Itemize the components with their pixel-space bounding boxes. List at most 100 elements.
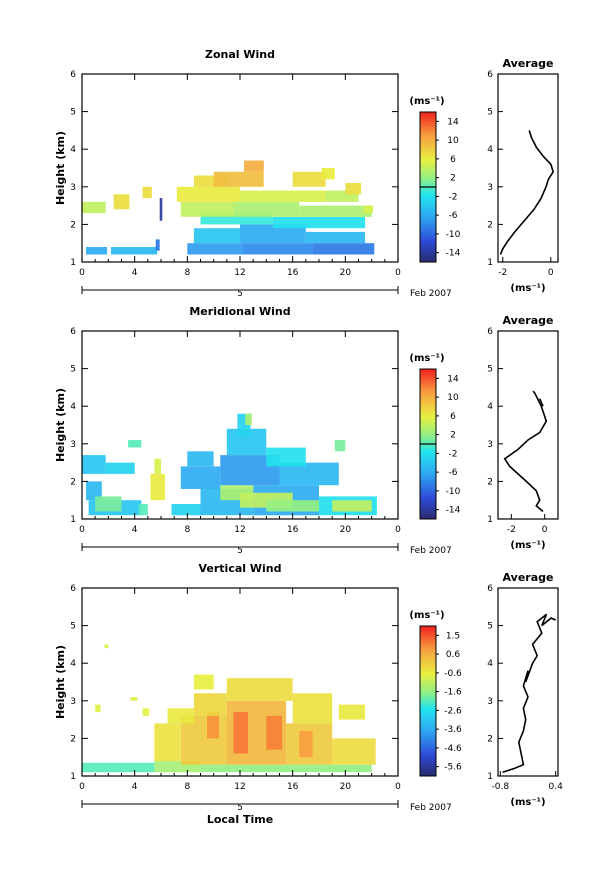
heatmap-cell [266, 715, 283, 750]
y-tick-label: 3 [70, 697, 76, 707]
profile-title: Average [503, 571, 554, 584]
x-tick-label: 16 [287, 525, 299, 535]
heatmap-cell [312, 243, 375, 255]
heatmap-cell [82, 762, 155, 773]
colorbar-scale [419, 625, 437, 777]
y-tick-label: 1 [70, 258, 76, 268]
heatmap-cell [193, 693, 227, 716]
x-tick-label: 16 [287, 268, 299, 278]
heatmap-cell [104, 644, 109, 649]
profile-y-tick-label: 3 [487, 440, 493, 450]
colorbar-tick-label: -10 [446, 230, 461, 240]
y-tick-label: 5 [70, 108, 76, 118]
x-tick-label: 0 [79, 525, 85, 535]
colorbar-tick-label: -0.6 [444, 669, 462, 679]
x-tick-label: 4 [132, 525, 138, 535]
profile-x-tick-label: 0.4 [549, 782, 564, 792]
colorbar-tick-labels: 14 10 6 2 -2 -6 -10 -14 [436, 374, 461, 516]
y-tick-label: 6 [70, 327, 76, 337]
profile-x-tick-labels: -0.8 0.4 [492, 771, 564, 792]
colorbar-tick-label: -14 [446, 506, 461, 516]
y-tick-label: 4 [70, 402, 76, 412]
heatmap-cell [82, 455, 106, 474]
x-tick-labels: 0 4 8 12 16 20 0 [79, 74, 401, 278]
heatmap-cell [305, 231, 366, 244]
colorbar-tick-labels: 1.5 0.6 -0.6 -1.6 -2.6 -3.6 -4.6 -5.6 [436, 631, 462, 773]
heatmap-cell [242, 243, 313, 255]
date-month-label: Feb 2007 [410, 289, 452, 299]
heatmap-cell [193, 175, 227, 187]
colorbar-tick-label: -6 [449, 468, 458, 478]
panel-title: Zonal Wind [205, 48, 275, 61]
profile-y-tick-label: 5 [487, 108, 493, 118]
heatmap-cell [138, 504, 148, 516]
x-tick-label: 8 [184, 268, 190, 278]
colorbar-tick-label: 14 [447, 374, 459, 384]
profile-y-tick-label: 1 [487, 258, 493, 268]
profile-y-tick-label: 3 [487, 697, 493, 707]
heatmap-cell [200, 764, 372, 773]
heatmap-cell [245, 413, 252, 425]
heatmap-cell [95, 496, 122, 512]
heatmap-cell [338, 704, 366, 720]
colorbar-tick-label: 1.5 [446, 631, 460, 641]
x-tick-label: 0 [79, 268, 85, 278]
heatmap-cell [279, 462, 339, 486]
heatmap-cell [240, 224, 306, 244]
heatmap-cell [95, 704, 101, 713]
profile-line [502, 613, 557, 773]
heatmap-cell [266, 447, 306, 467]
profile-y-tick-labels: 1 2 3 4 5 6 [487, 70, 503, 268]
profile-y-tick-label: 4 [487, 145, 493, 155]
colorbar-tick-label: -2 [449, 192, 458, 202]
heatmap-cell [180, 715, 227, 765]
y-tick-label: 2 [70, 477, 76, 487]
colorbar-tick-label: -3.6 [444, 725, 462, 735]
heatmap-cells [82, 160, 375, 255]
heatmap-cell [86, 481, 102, 501]
heatmap-cell [200, 213, 273, 225]
colorbar-tick-label: -2.6 [444, 706, 462, 716]
heatmap-cell [193, 674, 214, 690]
heatmap-cells [82, 644, 376, 773]
profile-y-tick-labels: 1 2 3 4 5 6 [487, 327, 503, 525]
profile-y-tick-label: 6 [487, 70, 493, 80]
profile-frame [497, 330, 559, 520]
profile-y-tick-label: 2 [487, 734, 493, 744]
date-month-label: Feb 2007 [410, 803, 452, 813]
heatmap-cell [363, 205, 373, 214]
x-tick-labels: 0 4 8 12 16 20 0 [79, 331, 401, 535]
colorbar-tick-label: -6 [449, 211, 458, 221]
heatmap-cell [292, 171, 326, 187]
x-tick-label: 0 [395, 525, 401, 535]
profile-y-tick-label: 5 [487, 365, 493, 375]
profile-x-tick-labels: -2 0 [507, 514, 548, 535]
date-month-label: Feb 2007 [410, 546, 452, 556]
profile-line [499, 130, 555, 255]
y-tick-label: 3 [70, 183, 76, 193]
heatmap-cells [82, 413, 377, 516]
heatmap-cell [82, 201, 106, 214]
heatmap-cell [180, 201, 234, 217]
y-axis-label: Height (km) [54, 388, 67, 462]
heatmap-cell [142, 708, 150, 716]
profile-y-tick-label: 1 [487, 515, 493, 525]
x-tick-label: 0 [79, 782, 85, 792]
x-tick-label: 16 [287, 782, 299, 792]
heatmap-cell [128, 440, 142, 448]
y-tick-labels: 1 2 3 4 5 6 [70, 584, 398, 782]
colorbar: (ms⁻¹) 14 10 6 2 -2 -6 -10 -14 [409, 353, 461, 520]
heatmap-cell [240, 190, 326, 202]
y-tick-label: 4 [70, 659, 76, 669]
x-tick-label: 0 [395, 268, 401, 278]
average-profile: Average -0.8 0.4 1 2 3 4 5 6 (ms⁻¹) [487, 571, 563, 808]
y-axis-label: Height (km) [54, 645, 67, 719]
heatmap-cell [180, 466, 221, 489]
profile-frame [497, 587, 559, 777]
date-axis: 5 Feb 2007 [81, 286, 452, 299]
heatmap-cell [233, 712, 248, 754]
profile-line [503, 390, 548, 513]
colorbar-tick-label: 2 [450, 431, 456, 441]
